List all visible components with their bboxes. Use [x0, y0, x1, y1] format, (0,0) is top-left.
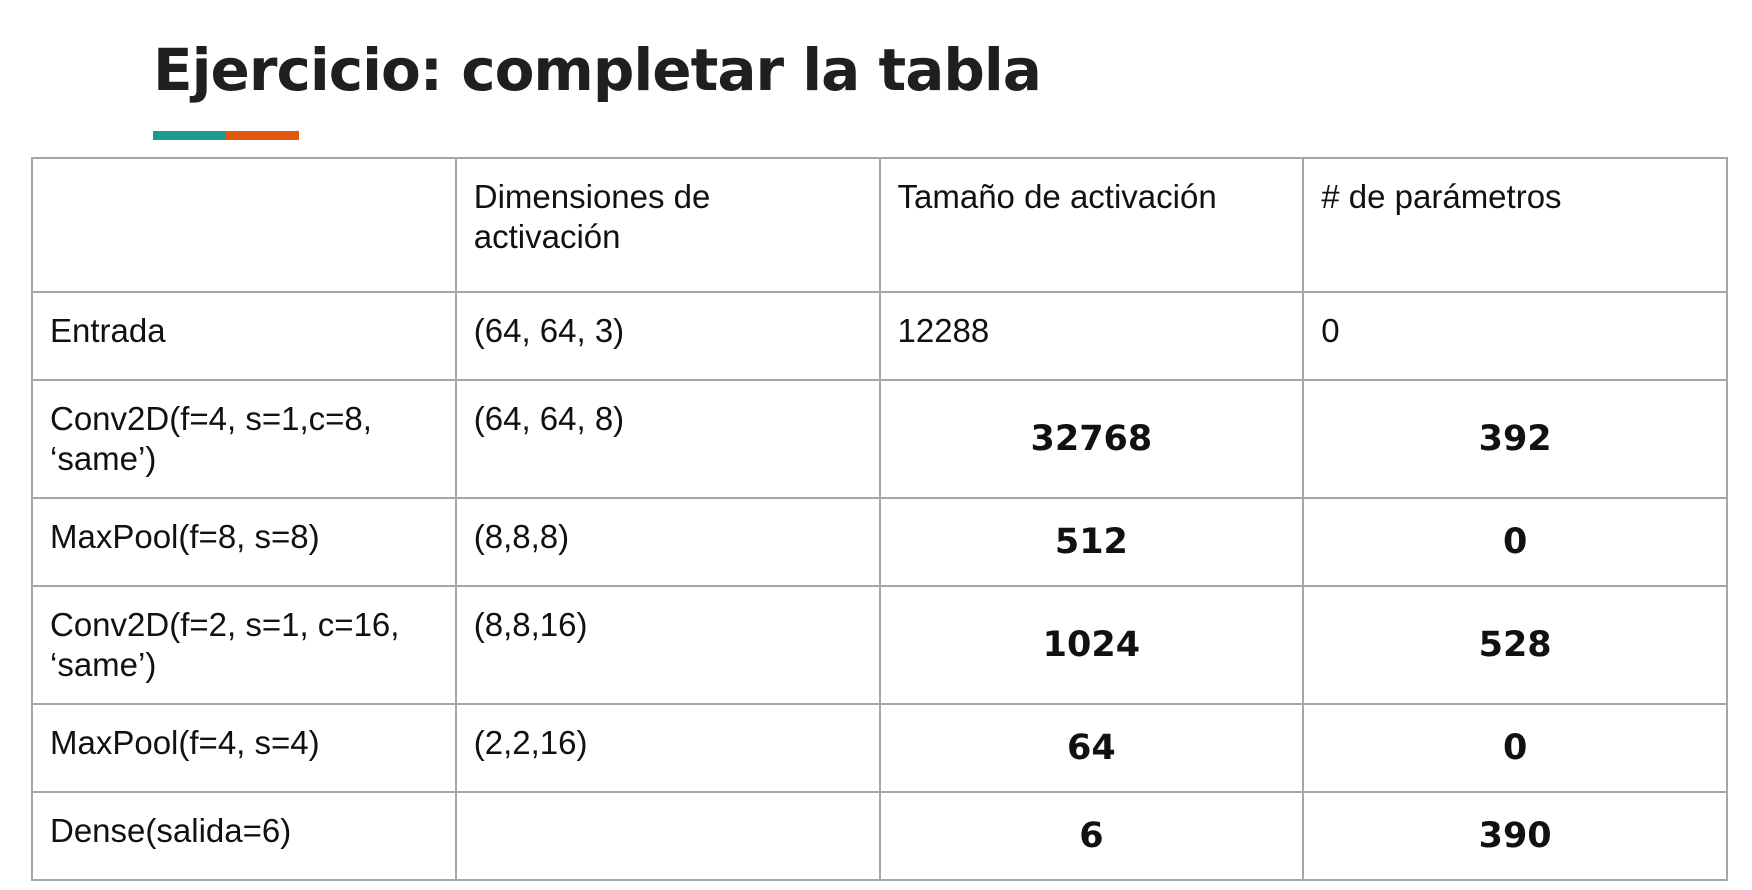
- parameters-cell: 0: [1302, 291, 1728, 381]
- table-row: Conv2D(f=4, s=1,c=8, ‘same’) (64, 64, 8)…: [31, 379, 1728, 499]
- title-accent-bar: [153, 131, 299, 140]
- activation-size-answer: 64: [878, 703, 1305, 793]
- table-row: Entrada (64, 64, 3) 12288 0: [31, 291, 1728, 381]
- exercise-table: Dimensiones de activación Tamaño de acti…: [31, 157, 1728, 881]
- dimensions-cell: [454, 791, 881, 881]
- layer-cell: MaxPool(f=8, s=8): [31, 497, 457, 587]
- dimensions-cell: (8,8,16): [454, 585, 881, 705]
- activation-size-answer: 512: [878, 497, 1305, 587]
- table-row: Conv2D(f=2, s=1, c=16, ‘same’) (8,8,16) …: [31, 585, 1728, 705]
- table-row: MaxPool(f=8, s=8) (8,8,8) 512 0: [31, 497, 1728, 587]
- parameters-answer: 392: [1302, 379, 1728, 499]
- layer-cell: Conv2D(f=2, s=1, c=16, ‘same’): [31, 585, 457, 705]
- parameters-answer: 528: [1302, 585, 1728, 705]
- header-cell-parameters: # de parámetros: [1302, 157, 1728, 293]
- dimensions-cell: (2,2,16): [454, 703, 881, 793]
- layer-cell: MaxPool(f=4, s=4): [31, 703, 457, 793]
- layer-cell: Dense(salida=6): [31, 791, 457, 881]
- header-cell-empty: [31, 157, 457, 293]
- dimensions-cell: (8,8,8): [454, 497, 881, 587]
- dimensions-cell: (64, 64, 8): [454, 379, 881, 499]
- table-row: Dense(salida=6) 6 390: [31, 791, 1728, 881]
- table-header-row: Dimensiones de activación Tamaño de acti…: [31, 157, 1728, 293]
- parameters-answer: 0: [1302, 497, 1728, 587]
- layer-cell: Entrada: [31, 291, 457, 381]
- activation-size-answer: 6: [878, 791, 1305, 881]
- layer-cell: Conv2D(f=4, s=1,c=8, ‘same’): [31, 379, 457, 499]
- slide-title: Ejercicio: completar la tabla: [153, 36, 1042, 104]
- activation-size-answer: 32768: [878, 379, 1305, 499]
- dimensions-cell: (64, 64, 3): [454, 291, 881, 381]
- accent-bar-orange-segment: [226, 131, 299, 140]
- header-cell-dimensions: Dimensiones de activación: [454, 157, 881, 293]
- activation-size-cell: 12288: [878, 291, 1305, 381]
- header-cell-activation-size: Tamaño de activación: [878, 157, 1305, 293]
- parameters-answer: 390: [1302, 791, 1728, 881]
- parameters-answer: 0: [1302, 703, 1728, 793]
- table-row: MaxPool(f=4, s=4) (2,2,16) 64 0: [31, 703, 1728, 793]
- accent-bar-teal-segment: [153, 131, 226, 140]
- activation-size-answer: 1024: [878, 585, 1305, 705]
